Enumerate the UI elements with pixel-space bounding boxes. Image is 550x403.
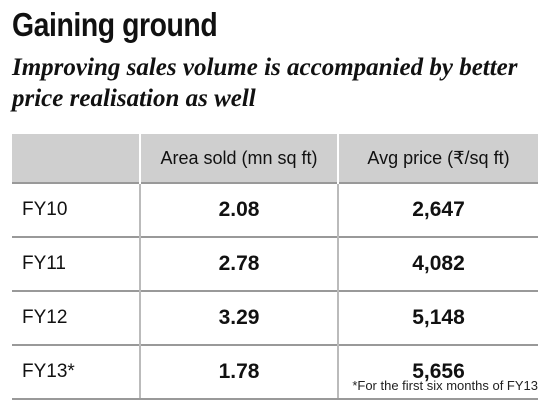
avg-price-value: 4,082 (337, 236, 538, 291)
table-row: FY12 3.29 5,148 (12, 290, 538, 345)
avg-price-value: 5,656 (337, 344, 538, 400)
row-label: FY11 (12, 236, 140, 291)
row-label: FY12 (12, 290, 140, 345)
area-sold-value: 2.08 (139, 182, 338, 237)
area-sold-value: 2.78 (139, 236, 338, 291)
header-cell-year (12, 134, 140, 183)
footnote: *For the first six months of FY13 (352, 378, 538, 393)
avg-price-value: 5,148 (337, 290, 538, 345)
area-sold-value: 1.78 (139, 344, 338, 400)
row-label: FY10 (12, 182, 140, 237)
row-label: FY13* (12, 344, 140, 400)
area-sold-value: 3.29 (139, 290, 338, 345)
header-row: Area sold (mn sq ft) Avg price (₹/sq ft) (12, 134, 538, 183)
avg-price-value: 2,647 (337, 182, 538, 237)
table-row: FY10 2.08 2,647 (12, 182, 538, 237)
chart-title: Gaining ground (12, 6, 218, 43)
chart-subtitle: Improving sales volume is accompanied by… (12, 54, 518, 112)
header-cell-area-sold: Area sold (mn sq ft) (139, 134, 338, 183)
chart-header: Gaining ground Improving sales volume is… (12, 6, 538, 114)
header-cell-avg-price: Avg price (₹/sq ft) (337, 134, 538, 183)
table-row: FY11 2.78 4,082 (12, 236, 538, 291)
data-table: Area sold (mn sq ft) Avg price (₹/sq ft)… (12, 134, 538, 400)
table-row: FY13* 1.78 5,656 (12, 344, 538, 400)
